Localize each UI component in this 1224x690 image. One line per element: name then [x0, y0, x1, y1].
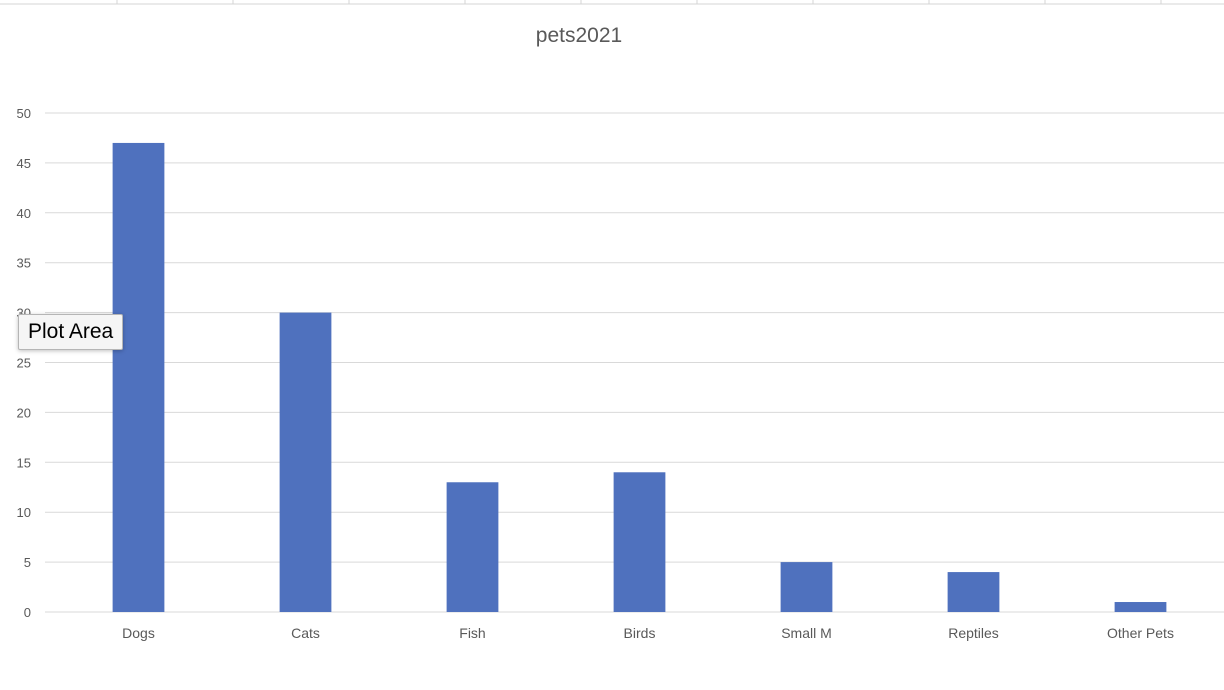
- y-tick-label: 45: [17, 156, 31, 171]
- y-tick-label: 50: [17, 106, 31, 121]
- y-tick-label: 20: [17, 405, 31, 420]
- spreadsheet-gridlines: [0, 0, 1224, 5]
- y-tick-label: 5: [24, 555, 31, 570]
- y-tick-label: 35: [17, 256, 31, 271]
- x-axis-category-labels: Dogs Cats Fish Birds Small M Reptiles Other Pe…: [122, 625, 1174, 641]
- bar-other-pets[interactable]: [1114, 602, 1167, 612]
- x-category-label: Fish: [459, 625, 485, 641]
- y-tick-label: 25: [17, 356, 31, 371]
- bar-fish[interactable]: [446, 482, 499, 612]
- y-tick-label: 10: [17, 505, 31, 520]
- x-category-label: Reptiles: [948, 625, 999, 641]
- y-tick-label: 0: [24, 605, 31, 620]
- bar-small-m[interactable]: [780, 562, 833, 612]
- bar-cats[interactable]: [279, 312, 332, 612]
- y-tick-label: 15: [17, 455, 31, 470]
- plot-area-tooltip: Plot Area: [18, 314, 124, 350]
- x-category-label: Cats: [291, 625, 320, 641]
- y-tick-label: 40: [17, 206, 31, 221]
- chart-title[interactable]: pets2021: [536, 24, 622, 47]
- x-category-label: Birds: [624, 625, 656, 641]
- y-axis-tick-labels: 05101520253035404550: [17, 106, 31, 620]
- x-category-label: Dogs: [122, 625, 155, 641]
- bar-reptiles[interactable]: [947, 572, 1000, 612]
- x-category-label: Small M: [781, 625, 832, 641]
- x-category-label: Other Pets: [1107, 625, 1174, 641]
- bar-birds[interactable]: [613, 472, 666, 612]
- bar-dogs[interactable]: [112, 142, 165, 612]
- bars[interactable]: [112, 142, 1167, 612]
